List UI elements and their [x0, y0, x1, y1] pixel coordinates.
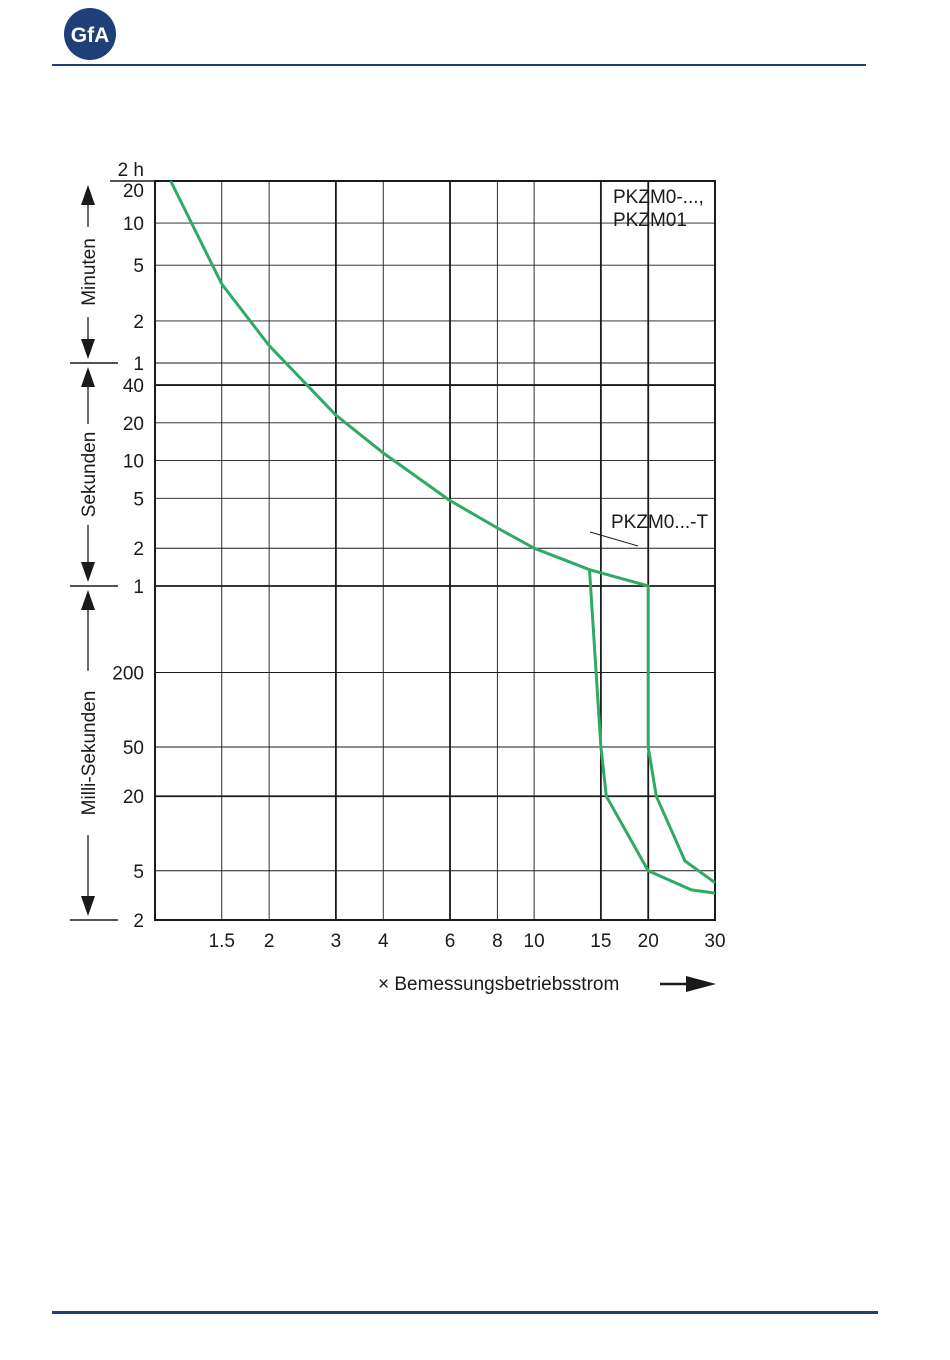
- y-tick-label: 20: [123, 414, 144, 435]
- y-tick-label: 10: [123, 214, 144, 235]
- curve-annotation: PKZM0-...,: [613, 187, 704, 208]
- x-tick-label: 3: [331, 931, 342, 952]
- x-tick-label: 4: [378, 931, 389, 952]
- band-arrow-up: [81, 185, 95, 205]
- x-tick-label: 20: [638, 931, 659, 952]
- x-tick-label: 1.5: [209, 931, 235, 952]
- y-tick-label: 50: [123, 738, 144, 759]
- series-line: [589, 568, 716, 884]
- x-tick-label: 30: [704, 931, 725, 952]
- band-label: Sekunden: [79, 432, 100, 518]
- band-label: Minuten: [79, 238, 100, 306]
- y-tick-label: 5: [133, 489, 144, 510]
- y-tick-label: 2 h: [118, 160, 144, 181]
- band-arrow-down: [81, 896, 95, 916]
- band-arrow-down: [81, 339, 95, 359]
- y-tick-label: 5: [133, 862, 144, 883]
- band-arrow-up: [81, 590, 95, 610]
- y-tick-label: 2: [133, 312, 144, 333]
- logo-circle: [64, 8, 116, 60]
- y-tick-label: 1: [133, 577, 144, 598]
- y-tick-label: 200: [112, 663, 144, 684]
- y-tick-label: 10: [123, 452, 144, 473]
- x-tick-label: 2: [264, 931, 275, 952]
- band-arrow-up: [81, 367, 95, 387]
- logo-text: GfA: [71, 24, 110, 47]
- curve-annotation: PKZM0...-T: [611, 512, 709, 533]
- plot-frame: [154, 180, 716, 921]
- y-tick-label: 40: [123, 376, 144, 397]
- footer-rule: [52, 1311, 878, 1314]
- y-tick-label: 2: [133, 911, 144, 932]
- y-tick-label: 20: [123, 787, 144, 808]
- y-tick-label: 5: [133, 256, 144, 277]
- gfa-logo: GfA: [64, 8, 116, 60]
- band-label: Milli-Sekunden: [79, 691, 100, 816]
- band-arrow-down: [81, 562, 95, 582]
- y-tick-label: 20: [123, 181, 144, 202]
- curve-annotation: PKZM01: [613, 210, 687, 231]
- x-tick-label: 6: [445, 931, 456, 952]
- y-tick-label: 1: [133, 354, 144, 375]
- y-tick-label: 2: [133, 539, 144, 560]
- x-tick-label: 10: [524, 931, 545, 952]
- header-rule: [52, 64, 866, 66]
- x-tick-label: 15: [590, 931, 611, 952]
- x-axis-arrow-head: [686, 976, 716, 992]
- x-tick-label: 8: [492, 931, 503, 952]
- annotation-leader: [589, 531, 639, 547]
- x-axis-label: × Bemessungsbetriebsstrom: [378, 974, 619, 995]
- series-line: [169, 180, 716, 895]
